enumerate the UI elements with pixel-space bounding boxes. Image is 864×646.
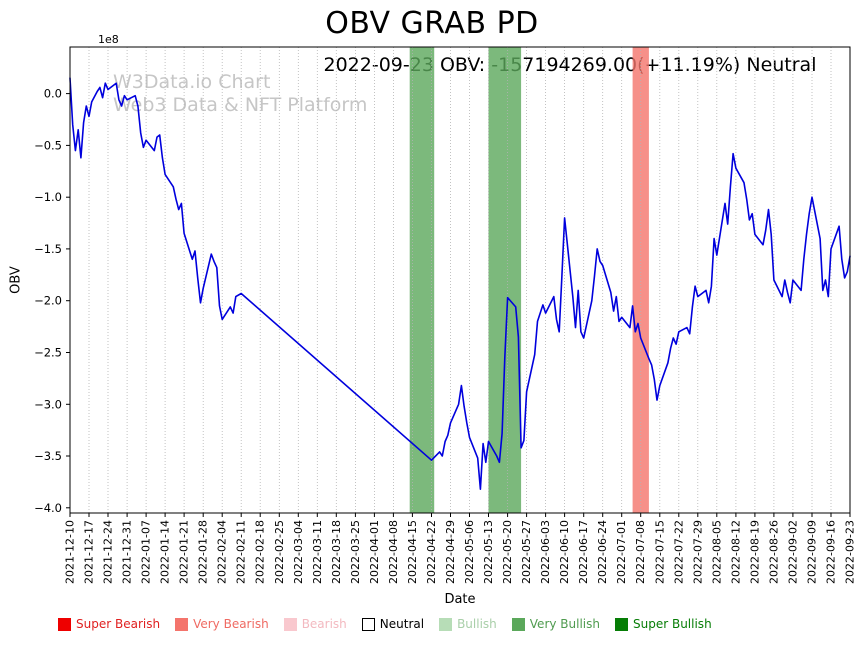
- y-axis-label: OBV: [8, 266, 24, 294]
- x-tick-label: 2022-07-01: [615, 520, 628, 584]
- legend-swatch: [283, 617, 297, 631]
- x-tick-label: 2022-01-28: [197, 520, 210, 584]
- legend-label: Neutral: [379, 617, 425, 631]
- x-tick-label: 2022-07-08: [634, 520, 647, 584]
- legend-label: Super Bullish: [633, 617, 712, 631]
- chart-annotation: 2022-09-23 OBV: -157194269.00(+11.19%) N…: [323, 54, 817, 76]
- legend-item-super-bearish: Super Bearish: [58, 617, 160, 631]
- x-tick-label: 2022-03-11: [311, 520, 324, 584]
- legend-item-bearish: Bearish: [283, 617, 347, 631]
- x-tick-label: 2022-09-23: [844, 520, 857, 584]
- x-tick-label: 2022-06-24: [596, 520, 609, 584]
- legend-item-very-bullish: Very Bullish: [511, 617, 600, 631]
- legend-item-neutral: Neutral: [361, 617, 425, 631]
- x-tick-label: 2022-05-20: [501, 520, 514, 584]
- y-axis-offset-label: 1e8: [98, 33, 119, 46]
- y-tick-label: −4.0: [34, 501, 62, 515]
- x-tick-label: 2022-09-02: [786, 520, 799, 584]
- legend-swatch: [175, 617, 189, 631]
- x-tick-label: 2021-12-24: [102, 520, 115, 584]
- x-tick-label: 2022-03-25: [349, 520, 362, 584]
- x-tick-label: 2022-08-26: [767, 520, 780, 584]
- x-tick-label: 2021-12-10: [64, 520, 77, 584]
- y-tick-label: 0.0: [44, 87, 62, 101]
- sentiment-band-very-bullish: [409, 47, 435, 513]
- x-tick-label: 2022-08-12: [729, 520, 742, 584]
- legend-swatch: [439, 617, 453, 631]
- plot-frame: [69, 46, 851, 514]
- legend-item-very-bearish: Very Bearish: [175, 617, 269, 631]
- y-tick-label: −1.0: [34, 190, 62, 204]
- legend-label: Very Bullish: [529, 617, 600, 631]
- y-tick-label: −1.5: [34, 242, 62, 256]
- x-tick-label: 2022-01-07: [140, 520, 153, 584]
- x-tick-label: 2022-04-01: [368, 520, 381, 584]
- watermark: W3Data.io Chart Web3 Data & NFT Platform: [113, 71, 367, 117]
- legend-label: Bullish: [457, 617, 497, 631]
- sentiment-band-very-bullish: [488, 47, 522, 513]
- x-tick-label: 2022-04-08: [387, 520, 400, 584]
- legend-swatch: [511, 617, 525, 631]
- x-tick-label: 2022-05-27: [520, 520, 533, 584]
- x-tick-label: 2022-07-22: [672, 520, 685, 584]
- y-tick-label: −2.5: [34, 346, 62, 360]
- x-tick-label: 2022-08-05: [710, 520, 723, 584]
- x-tick-label: 2022-03-18: [330, 520, 343, 584]
- x-tick-label: 2022-04-29: [444, 520, 457, 584]
- x-tick-label: 2022-09-09: [806, 520, 819, 584]
- x-tick-label: 2022-02-04: [216, 520, 229, 584]
- x-tick-label: 2022-05-13: [482, 520, 495, 584]
- x-tick-label: 2021-12-17: [83, 520, 96, 584]
- watermark-line1: W3Data.io Chart: [113, 71, 271, 93]
- y-tick-label: −3.5: [34, 449, 62, 463]
- x-tick-label: 2022-08-19: [748, 520, 761, 584]
- x-tick-label: 2022-07-15: [653, 520, 666, 584]
- x-tick-label: 2022-02-18: [254, 520, 267, 584]
- legend-swatch: [615, 617, 628, 631]
- y-tick-label: −2.0: [34, 294, 62, 308]
- x-tick-label: 2022-09-16: [825, 520, 838, 584]
- x-tick-label: 2022-04-15: [406, 520, 419, 584]
- legend-label: Super Bearish: [76, 617, 161, 631]
- legend-label: Bearish: [301, 617, 347, 631]
- x-tick-label: 2022-06-10: [558, 520, 571, 584]
- x-axis-label: Date: [444, 592, 476, 607]
- x-tick-label: 2022-03-04: [292, 520, 305, 584]
- x-tick-label: 2022-02-25: [273, 520, 286, 584]
- legend-label: Very Bearish: [193, 617, 269, 631]
- legend: Super Bearish Very Bearish Bearish Neutral B…: [58, 617, 712, 631]
- obv-line-series: [69, 77, 851, 491]
- y-tick-label: −0.5: [34, 138, 62, 152]
- x-tick-label: 2022-06-03: [539, 520, 552, 584]
- x-tick-label: 2022-06-17: [577, 520, 590, 584]
- x-tick-label: 2022-04-22: [425, 520, 438, 584]
- legend-swatch: [58, 617, 71, 631]
- y-tick-label: −3.0: [34, 397, 62, 411]
- sentiment-band-very-bearish: [632, 47, 649, 513]
- legend-item-super-bullish: Super Bullish: [615, 617, 712, 631]
- x-tick-label: 2021-12-31: [121, 520, 134, 584]
- x-tick-label: 2022-01-14: [159, 520, 172, 584]
- chart-title: OBV GRAB PD: [325, 6, 539, 41]
- legend-item-bullish: Bullish: [439, 617, 497, 631]
- x-tick-label: 2022-07-29: [691, 520, 704, 584]
- watermark-line2: Web3 Data & NFT Platform: [113, 94, 368, 116]
- legend-swatch: [361, 617, 375, 631]
- x-tick-label: 2022-01-21: [178, 520, 191, 584]
- x-tick-label: 2022-02-11: [235, 520, 248, 584]
- x-tick-label: 2022-05-06: [463, 520, 476, 584]
